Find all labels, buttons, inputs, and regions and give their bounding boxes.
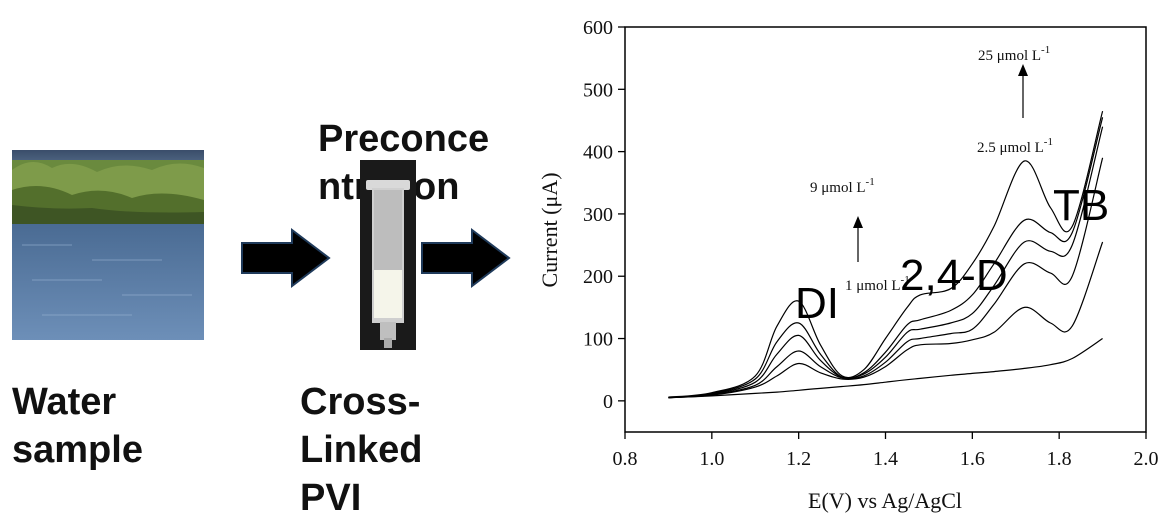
annotation-mid-concentration: 2.5 μmol L-1 [977, 136, 1053, 156]
y-tick-label: 300 [583, 204, 613, 226]
annotation-left-bottom-sup: -1 [901, 274, 910, 286]
annotation-mid-sup: -1 [1044, 136, 1053, 148]
annotation-left-top-sup: -1 [866, 176, 875, 188]
cross-linked-line-1: Cross- [300, 381, 421, 423]
series-line-4 [668, 126, 1104, 399]
cross-linked-line-3: PVI [300, 477, 362, 519]
x-axis: 0.8 1.0 1.2 1.4 1.6 1.8 2.0 [613, 432, 1159, 470]
x-tick-label: 2.0 [1134, 448, 1159, 470]
series-line-6 [668, 110, 1104, 398]
annotation-left-top-concentration: 9 μmol L-1 [810, 176, 875, 196]
spe-cartridge-icon [360, 160, 416, 350]
water-photo [12, 150, 204, 340]
voltammogram-chart: 0 100 200 300 400 500 600 0.8 1.0 1.2 1.4 1.6 1.8 2.… [537, 17, 1159, 513]
annotation-left-bottom-text: 1 μmol L [845, 278, 901, 294]
y-tick-label: 400 [583, 142, 613, 164]
cartridge-photo [360, 160, 416, 350]
y-tick-label: 600 [583, 17, 613, 39]
x-tick-label: 1.0 [699, 448, 724, 470]
y-tick-label: 100 [583, 329, 613, 351]
y-tick-label: 500 [583, 79, 613, 101]
preconcentration-line-1: Preconce [318, 118, 490, 160]
water-landscape-icon [12, 150, 204, 340]
x-tick-label: 1.2 [786, 448, 811, 470]
annotation-left-bottom-concentration: 1 μmol L-1 [845, 274, 910, 294]
x-tick-label: 1.8 [1047, 448, 1072, 470]
x-tick-label: 1.4 [873, 448, 898, 470]
cross-linked-line-2: Linked [300, 429, 423, 471]
y-tick-label: 0 [603, 391, 613, 413]
water-sample-line-1: Water [12, 381, 117, 423]
right-arrow-icon [241, 228, 331, 288]
annotation-top-arrowhead [1018, 64, 1028, 76]
cross-linked-label: Cross- Linked PVI [300, 378, 422, 522]
peak-label-di: DI [795, 279, 839, 328]
series-line-2 [668, 241, 1104, 399]
y-tick-label: 200 [583, 266, 613, 288]
peak-label-24d: 2,4-D [900, 251, 1008, 300]
annotation-top-text: 25 μmol L [978, 48, 1041, 64]
water-sample-line-2: sample [12, 429, 143, 471]
annotation-top-sup: -1 [1041, 44, 1050, 56]
annotation-top-concentration: 25 μmol L-1 [978, 44, 1050, 64]
y-axis-title: Current (μA) [537, 172, 562, 287]
series-line-5 [668, 117, 1104, 399]
annotation-mid-text: 2.5 μmol L [977, 140, 1044, 156]
curves [668, 110, 1104, 399]
peak-label-tb: TB [1053, 181, 1109, 230]
right-arrow-icon [421, 228, 511, 288]
water-sample-label: Water sample [12, 378, 143, 474]
annotation-left-top-text: 9 μmol L [810, 180, 866, 196]
series-line-3 [668, 157, 1104, 399]
annotation-left-arrowhead [853, 216, 863, 228]
x-tick-label: 1.6 [960, 448, 985, 470]
x-axis-title: E(V) vs Ag/AgCl [808, 488, 962, 513]
x-tick-label: 0.8 [613, 448, 638, 470]
series-line-1 [668, 338, 1103, 399]
y-axis: 0 100 200 300 400 500 600 [583, 17, 625, 413]
